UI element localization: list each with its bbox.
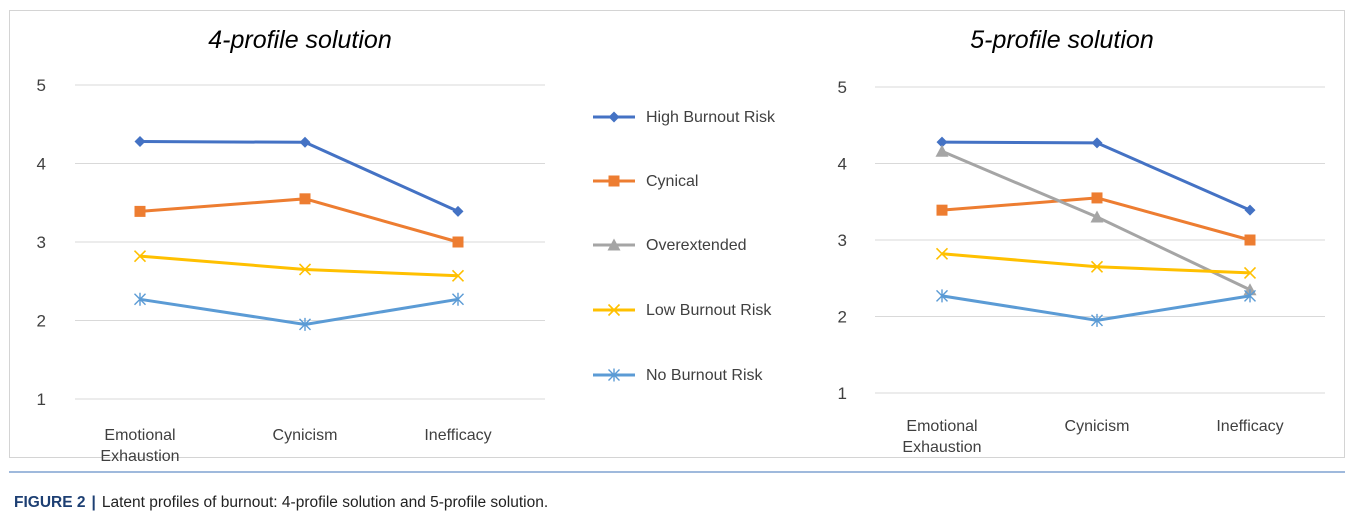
- y-tick-label: 1: [37, 390, 46, 409]
- y-tick-label: 3: [37, 233, 46, 252]
- y-tick-label: 4: [838, 155, 847, 174]
- data-point: [298, 263, 312, 276]
- series-cynical: [134, 193, 464, 248]
- chart-2: 5-profile solution 1 2 3 4 5 Emotional Exhausti…: [838, 26, 1325, 456]
- data-point: [133, 250, 147, 263]
- legend-label: Low Burnout Risk: [646, 302, 772, 319]
- data-point: [936, 136, 948, 148]
- data-point: [1091, 192, 1103, 204]
- series-high-burnout-risk: [134, 136, 464, 217]
- caption-separator: |: [91, 494, 96, 511]
- legend-label: Cynical: [646, 173, 698, 190]
- legend-swatch-marker: [608, 111, 620, 123]
- data-point: [1090, 210, 1104, 223]
- y-tick-label: 5: [838, 78, 847, 97]
- caption-separator-line: [9, 471, 1345, 473]
- y-tick-label: 3: [838, 231, 847, 250]
- y-tick-label: 1: [838, 384, 847, 403]
- data-point: [1243, 266, 1257, 279]
- data-point: [299, 193, 311, 205]
- x-tick-label: Cynicism: [1065, 418, 1130, 435]
- series-no-burnout-risk: [936, 289, 1256, 327]
- figure-caption: FIGURE 2 | Latent profiles of burnout: 4-p…: [14, 494, 1344, 512]
- data-point: [936, 289, 948, 303]
- chart-1: 4-profile solution 1 2 3 4 5 Emotional Exhausti…: [37, 26, 545, 465]
- legend-label: High Burnout Risk: [646, 109, 776, 126]
- x-tick-label: Cynicism: [273, 427, 338, 444]
- figure-frame: [9, 10, 1345, 458]
- legend-swatch-marker: [607, 238, 621, 251]
- series-no-burnout-risk: [134, 292, 464, 331]
- series-line: [139, 197, 459, 244]
- caption-label: FIGURE 2: [14, 494, 86, 511]
- data-point: [1090, 260, 1104, 273]
- legend-swatch-marker: [608, 175, 620, 187]
- data-point: [1091, 313, 1103, 327]
- legend-label: Overextended: [646, 237, 747, 254]
- data-point: [451, 269, 465, 282]
- data-point: [1091, 137, 1103, 149]
- caption-text: Latent profiles of burnout: 4-profile so…: [101, 494, 549, 511]
- legend-item: Low Burnout Risk: [593, 302, 772, 319]
- data-point: [936, 204, 948, 216]
- chart-title: 5-profile solution: [970, 26, 1153, 54]
- x-tick-label: Inefficacy: [424, 427, 491, 444]
- series-low-burnout-risk: [133, 250, 465, 282]
- data-point: [134, 292, 146, 306]
- series-cynical: [936, 192, 1256, 246]
- legend-swatch-marker: [607, 303, 621, 317]
- legend-item: Cynical: [593, 173, 698, 190]
- data-point: [134, 136, 146, 148]
- legend-item: Overextended: [593, 237, 747, 254]
- data-point: [1244, 289, 1256, 303]
- y-tick-label: 4: [37, 155, 46, 174]
- data-point: [935, 247, 949, 260]
- series-line: [941, 252, 1251, 275]
- legend-label: No Burnout Risk: [646, 367, 763, 384]
- legend-item: No Burnout Risk: [593, 367, 763, 384]
- series-low-burnout-risk: [935, 247, 1257, 279]
- y-tick-label: 5: [37, 76, 46, 95]
- series-line: [139, 254, 459, 278]
- data-point: [299, 317, 311, 331]
- y-tick-label: 2: [838, 308, 847, 327]
- series-high-burnout-risk: [936, 136, 1256, 216]
- legend-swatch-marker: [608, 368, 620, 382]
- x-tick-label: Emotional Exhaustion: [100, 427, 179, 465]
- data-point: [452, 205, 464, 217]
- series-line: [139, 140, 459, 213]
- x-tick-label: Inefficacy: [1216, 418, 1283, 435]
- y-tick-label: 2: [37, 312, 46, 331]
- data-point: [452, 292, 464, 306]
- x-tick-label: Emotional Exhaustion: [902, 418, 981, 456]
- legend-item: High Burnout Risk: [593, 109, 776, 126]
- data-point: [134, 205, 146, 217]
- data-point: [452, 236, 464, 248]
- chart-title: 4-profile solution: [208, 26, 391, 54]
- data-point: [1244, 204, 1256, 216]
- legend: High Burnout Risk Cynical Overextended Low …: [593, 109, 776, 384]
- data-point: [1244, 234, 1256, 246]
- data-point: [935, 144, 949, 157]
- data-point: [299, 136, 311, 148]
